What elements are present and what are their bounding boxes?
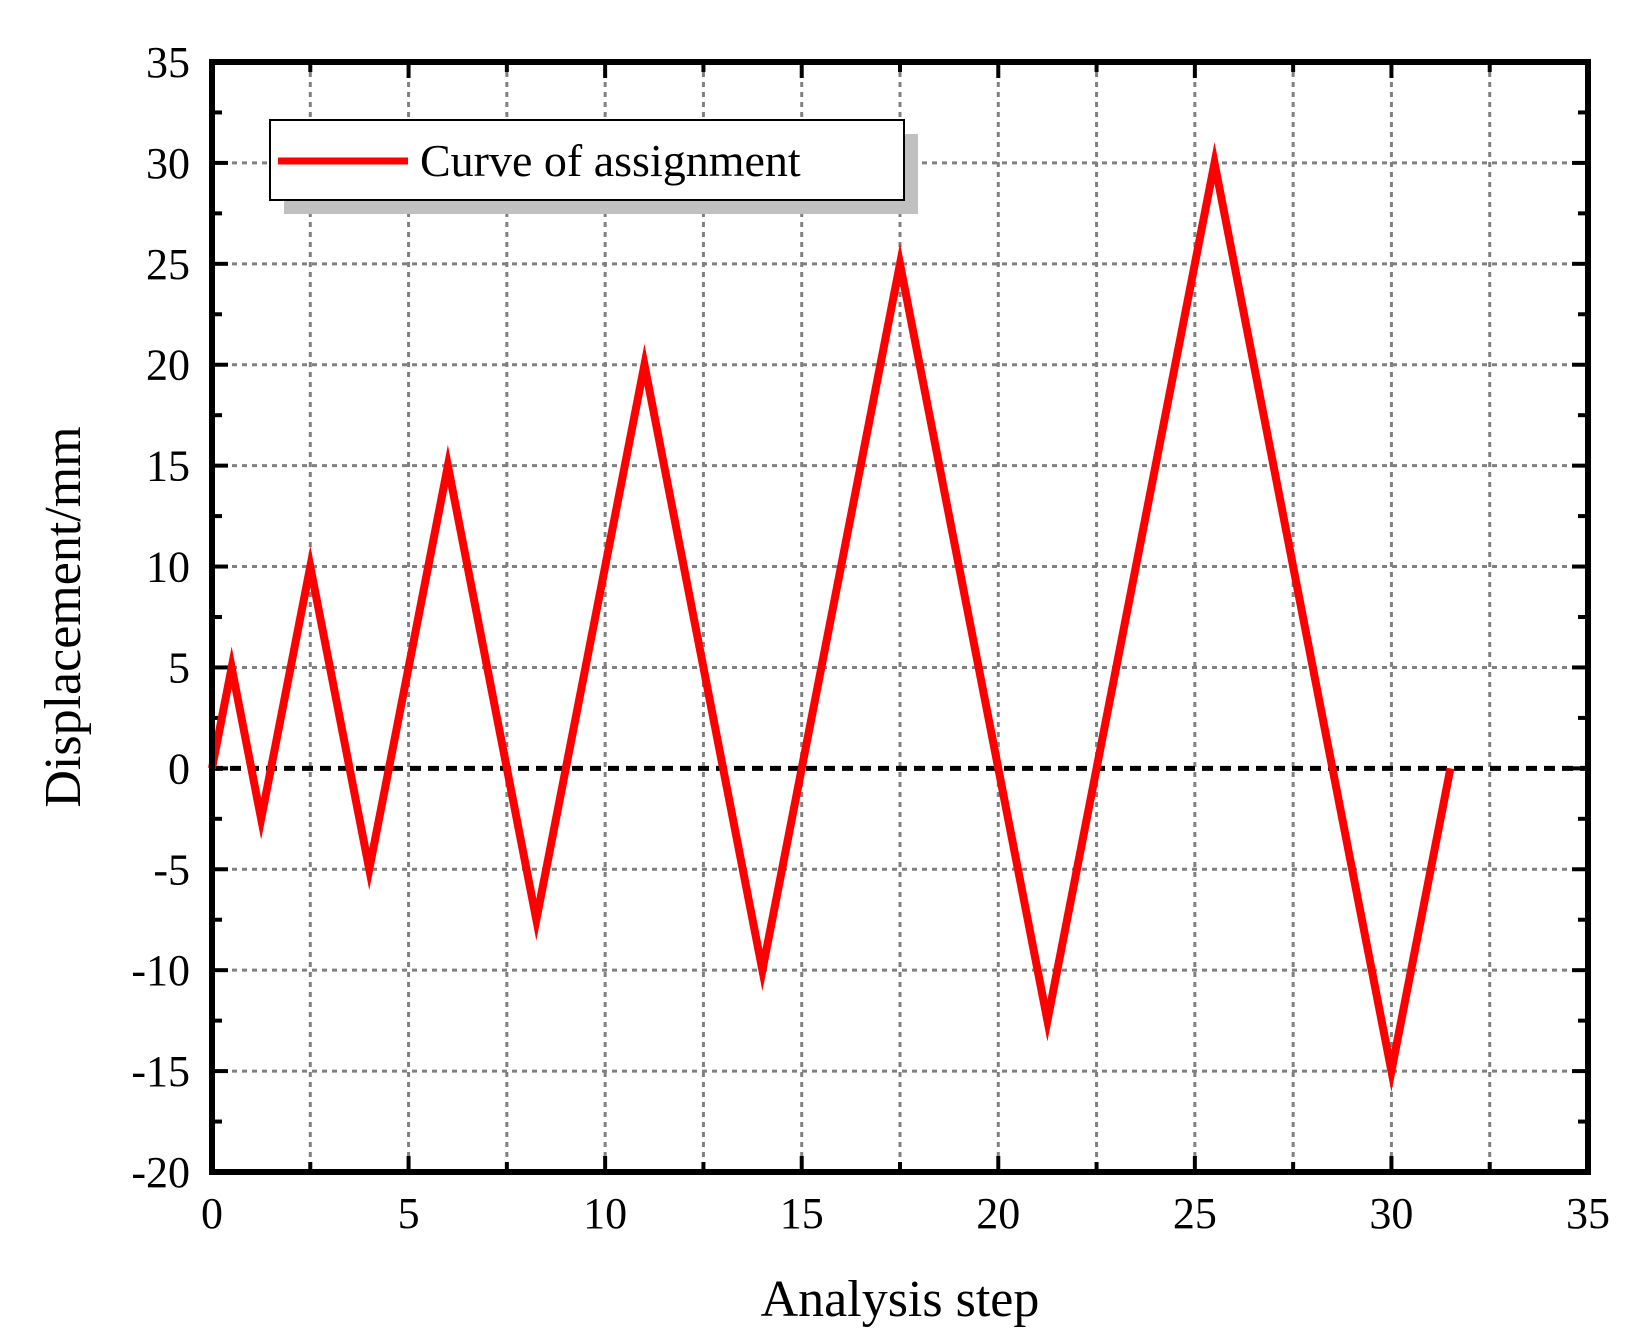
grid-lines [212,62,1588,1172]
y-tick-label: 15 [146,442,190,491]
x-axis-label: Analysis step [761,1271,1040,1328]
plot-frame [209,59,1591,1175]
y-tick-label: 25 [146,240,190,289]
y-tick-label: -10 [131,946,190,995]
y-tick-label: 0 [168,744,190,793]
y-tick-label: -15 [131,1047,190,1096]
x-tick-label: 20 [976,1189,1020,1238]
series-layer [208,141,1455,1093]
legend: Curve of assignment [269,119,918,214]
x-tick-label: 25 [1173,1189,1217,1238]
y-tick-label: 10 [146,543,190,592]
x-tick-label: 35 [1566,1189,1610,1238]
y-tick-label: 20 [146,341,190,390]
x-tick-labels: 0 5 10 15 20 25 30 35 [201,1189,1610,1238]
legend-label: Curve of assignment [420,135,801,186]
y-tick-label: 30 [146,139,190,188]
y-tick-labels: 35 30 25 20 15 10 5 0 -5 -10 -15 -20 [131,38,190,1197]
x-tick-label: 15 [780,1189,824,1238]
x-tick-label: 0 [201,1189,223,1238]
y-tick-label: 35 [146,38,190,87]
y-tick-label: -20 [131,1148,190,1197]
x-tick-label: 5 [398,1189,420,1238]
x-tick-label: 10 [583,1189,627,1238]
y-axis-label: Displacement/mm [35,426,92,807]
series-line [208,141,1455,1093]
x-tick-label: 30 [1369,1189,1413,1238]
y-tick-label: 5 [168,643,190,692]
y-tick-label: -5 [153,845,190,894]
